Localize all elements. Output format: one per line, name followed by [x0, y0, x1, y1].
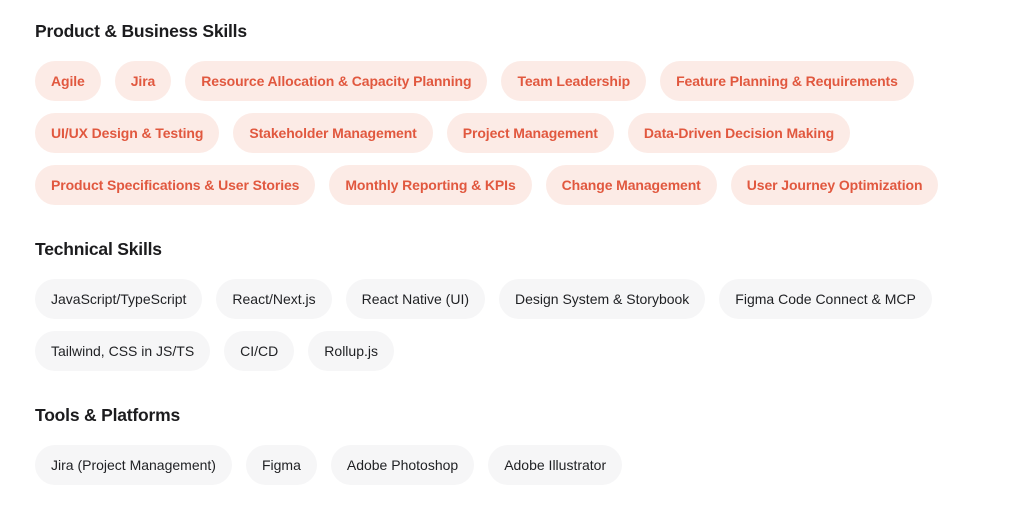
skill-pill: Change Management [545, 165, 717, 205]
skill-pill: Adobe Photoshop [330, 445, 475, 485]
skill-pill: React Native (UI) [345, 279, 485, 319]
skill-pill: Figma [245, 445, 317, 485]
skill-pill: Monthly Reporting & KPIs [329, 165, 532, 205]
skills-section-product-business-skills: Product & Business Skills Agile Jira Resou… [35, 21, 985, 205]
skill-pill: UI/UX Design & Testing [35, 113, 220, 153]
skill-pill: Product Specifications & User Stories [35, 165, 316, 205]
skill-pill: CI/CD [224, 331, 295, 371]
skill-pill: User Journey Optimization [730, 165, 939, 205]
skill-pill: Feature Planning & Requirements [660, 61, 914, 101]
skills-container: Product & Business Skills Agile Jira Resou… [35, 21, 985, 485]
skill-pill: Rollup.js [308, 331, 394, 371]
skill-pill: Data-Driven Decision Making [627, 113, 851, 153]
skill-pill: Design System & Storybook [499, 279, 706, 319]
skill-pill: Figma Code Connect & MCP [719, 279, 932, 319]
skills-section-tools-platforms: Tools & Platforms Jira (Project Manageme… [35, 405, 985, 485]
skill-pill: Jira (Project Management) [35, 445, 232, 485]
section-title: Technical Skills [35, 239, 162, 259]
skill-pill: Resource Allocation & Capacity Planning [185, 61, 488, 101]
skill-pill-list: Agile Jira Resource Allocation & Capacity … [35, 61, 985, 205]
skill-pill: Project Management [446, 113, 614, 153]
skill-pill: Agile [35, 61, 101, 101]
skill-pill: Adobe Illustrator [488, 445, 623, 485]
skills-section-technical-skills: Technical Skills JavaScript/TypeScript Re… [35, 239, 985, 371]
skill-pill: Jira [114, 61, 172, 101]
skill-pill: JavaScript/TypeScript [35, 279, 203, 319]
skill-pill-list: JavaScript/TypeScript React/Next.js React … [35, 279, 985, 371]
section-title: Tools & Platforms [35, 405, 181, 425]
section-title: Product & Business Skills [35, 21, 247, 41]
skill-pill: Tailwind, CSS in JS/TS [35, 331, 211, 371]
skill-pill: React/Next.js [216, 279, 332, 319]
skill-pill: Team Leadership [501, 61, 647, 101]
skill-pill-list: Jira (Project Management) Figma Adobe Phot… [35, 445, 985, 485]
skill-pill: Stakeholder Management [233, 113, 433, 153]
